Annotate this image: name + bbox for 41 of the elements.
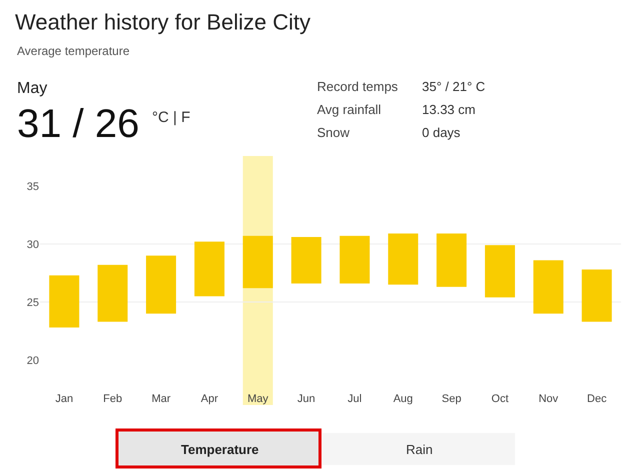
text: Avg rainfall (317, 102, 382, 117)
text: 31 / 26 (17, 102, 140, 146)
bar (146, 256, 176, 314)
bar (533, 260, 564, 314)
x-tick-label: Jan (55, 393, 74, 405)
bar (388, 234, 418, 285)
bar (484, 245, 515, 298)
text: 13.33 cm (422, 102, 476, 117)
text: °C | F (152, 109, 190, 126)
x-tick-label: Jun (297, 393, 316, 405)
bar (194, 242, 224, 296)
text: Record temps (317, 79, 398, 94)
bar (340, 236, 370, 284)
y-tick-label: 25 (26, 296, 39, 309)
bar (582, 270, 612, 322)
x-tick-label: Aug (393, 393, 413, 405)
text: Temperature (181, 442, 259, 457)
bar (291, 237, 322, 284)
x-tick-label: Nov (538, 393, 559, 405)
chart-title: Weather history for Belize City (15, 9, 310, 34)
x-tick-label: May (247, 393, 269, 405)
x-tick-label: Apr (200, 393, 218, 405)
text: Snow (317, 125, 350, 140)
chart-subtitle: Average temperature (17, 44, 130, 58)
bar (436, 234, 467, 287)
x-tick-label: Feb (103, 393, 122, 405)
x-tick-label: Sep (442, 393, 462, 405)
x-tick-label: Dec (587, 393, 608, 405)
text: 35° / 21° C (422, 79, 486, 94)
bar (242, 236, 273, 288)
bar (98, 264, 128, 322)
x-tick-label: Mar (152, 393, 171, 405)
text: May (17, 80, 48, 97)
y-tick-label: 35 (26, 180, 39, 193)
text: Rain (406, 442, 433, 457)
x-tick-label: Oct (491, 393, 509, 405)
bar (49, 275, 80, 328)
x-tick-label: Jul (348, 393, 362, 405)
y-tick-label: 30 (26, 238, 39, 251)
text: 0 days (422, 125, 461, 140)
y-tick-label: 20 (26, 354, 39, 367)
